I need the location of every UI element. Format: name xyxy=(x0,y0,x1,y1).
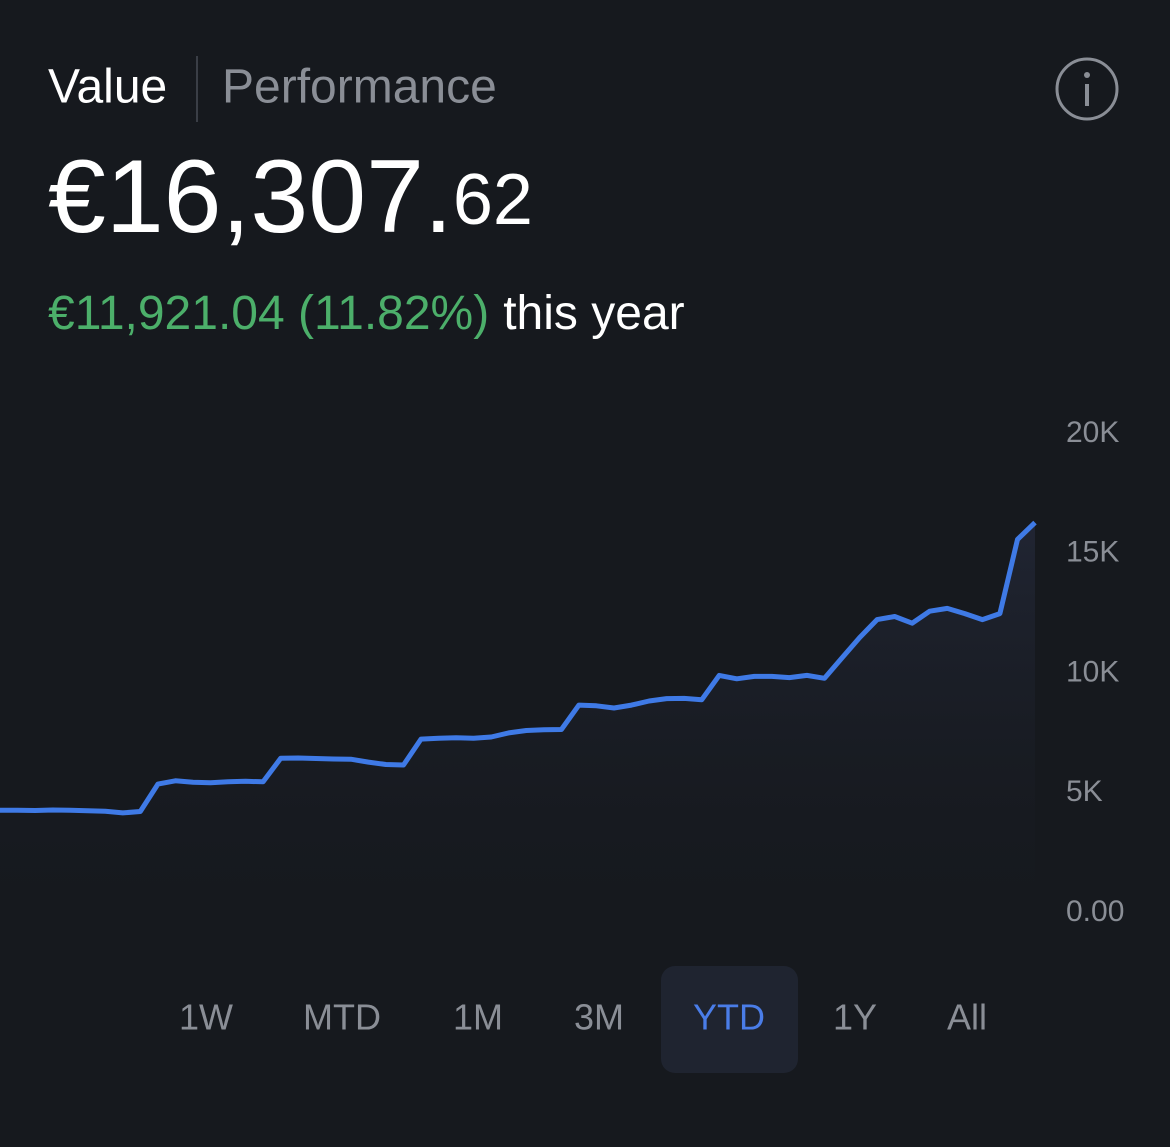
y-tick-label: 20K xyxy=(1066,416,1119,449)
range-button[interactable]: MTD xyxy=(303,997,381,1038)
range-button[interactable]: 1W xyxy=(179,997,233,1038)
balance-whole: €16,307. xyxy=(48,139,453,255)
change: €11,921.04 (11.82%) this year xyxy=(48,287,685,340)
range-button[interactable]: All xyxy=(947,997,987,1038)
y-tick-label: 10K xyxy=(1066,655,1119,688)
y-tick-label: 0.00 xyxy=(1066,895,1124,928)
range-active-bg xyxy=(661,966,798,1073)
info-icon[interactable] xyxy=(1055,57,1119,121)
balance-cents: 62 xyxy=(453,160,533,240)
y-tick-label: 15K xyxy=(1066,536,1119,569)
change-period: this year xyxy=(503,287,684,340)
tab[interactable]: Value xyxy=(48,61,167,114)
range-button[interactable]: YTD xyxy=(693,997,765,1038)
range-button[interactable]: 1M xyxy=(453,997,503,1038)
change-amount: €11,921.04 (11.82%) xyxy=(48,287,489,340)
range-button[interactable]: 3M xyxy=(574,997,624,1038)
tab[interactable]: Performance xyxy=(222,61,497,114)
balance: €16,307.62 xyxy=(48,139,533,255)
y-tick-label: 5K xyxy=(1066,775,1103,808)
area xyxy=(0,522,1035,913)
line xyxy=(0,520,1037,816)
range-button[interactable]: 1Y xyxy=(833,997,877,1038)
